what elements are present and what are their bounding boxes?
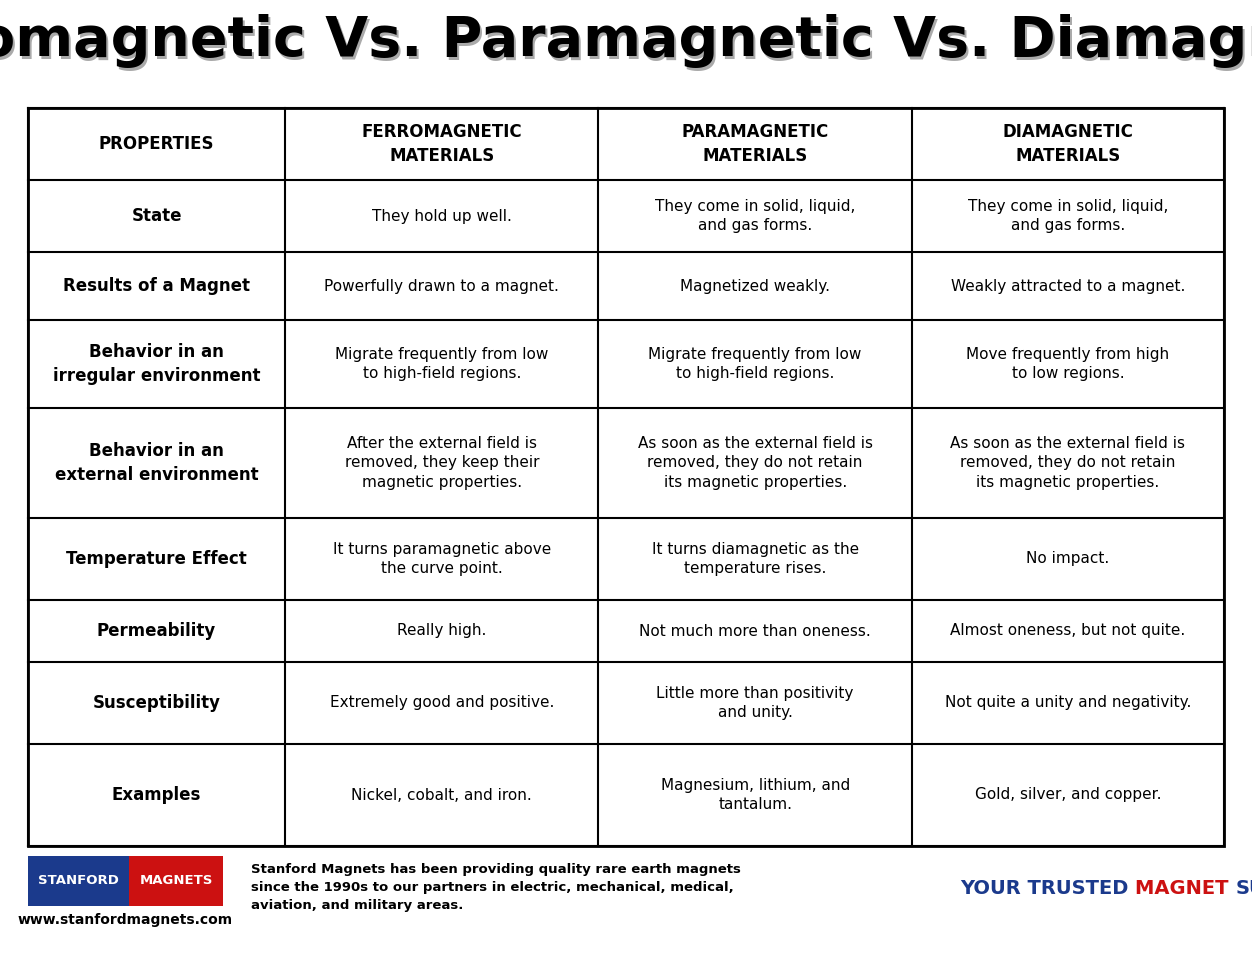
Text: Nickel, cobalt, and iron.: Nickel, cobalt, and iron. [352, 787, 532, 803]
Bar [28, 856, 129, 906]
Text: Migrate frequently from low
to high-field regions.: Migrate frequently from low to high-fiel… [336, 347, 548, 382]
Text: Magnesium, lithium, and
tantalum.: Magnesium, lithium, and tantalum. [661, 778, 850, 812]
Text: Extremely good and positive.: Extremely good and positive. [329, 696, 553, 711]
Text: Really high.: Really high. [397, 623, 487, 639]
Text: Stanford Magnets has been providing quality rare earth magnets
since the 1990s t: Stanford Magnets has been providing qual… [250, 864, 741, 913]
Bar [129, 856, 223, 906]
Text: Gold, silver, and copper.: Gold, silver, and copper. [974, 787, 1161, 803]
Text: Migrate frequently from low
to high-field regions.: Migrate frequently from low to high-fiel… [649, 347, 861, 382]
Text: www.stanfordmagnets.com: www.stanfordmagnets.com [18, 913, 233, 927]
Text: Almost oneness, but not quite.: Almost oneness, but not quite. [950, 623, 1186, 639]
Text: MAGNET: MAGNET [1136, 878, 1236, 897]
Text: After the external field is
removed, they keep their
magnetic properties.: After the external field is removed, the… [344, 436, 540, 491]
Text: State: State [131, 207, 182, 225]
Text: They come in solid, liquid,
and gas forms.: They come in solid, liquid, and gas form… [968, 199, 1168, 234]
Text: Ferromagnetic Vs. Paramagnetic Vs. Diamagnetic: Ferromagnetic Vs. Paramagnetic Vs. Diama… [0, 17, 1252, 71]
Text: They hold up well.: They hold up well. [372, 209, 512, 223]
Text: Ferromagnetic Vs. Paramagnetic Vs. Diamagnetic: Ferromagnetic Vs. Paramagnetic Vs. Diama… [0, 14, 1252, 68]
Text: Susceptibility: Susceptibility [93, 694, 220, 712]
Text: Not quite a unity and negativity.: Not quite a unity and negativity. [945, 696, 1191, 711]
Text: Behavior in an
external environment: Behavior in an external environment [55, 442, 258, 484]
Text: As soon as the external field is
removed, they do not retain
its magnetic proper: As soon as the external field is removed… [950, 436, 1186, 491]
Text: DIAMAGNETIC
MATERIALS: DIAMAGNETIC MATERIALS [1003, 124, 1133, 165]
Text: STANFORD: STANFORD [39, 874, 119, 888]
Text: PARAMAGNETIC
MATERIALS: PARAMAGNETIC MATERIALS [681, 124, 829, 165]
Bar [28, 108, 1224, 846]
Text: PROPERTIES: PROPERTIES [99, 135, 214, 153]
Text: SUPPLIER: SUPPLIER [1236, 878, 1252, 897]
Text: MAGNETS: MAGNETS [139, 874, 213, 888]
Text: Not much more than oneness.: Not much more than oneness. [640, 623, 871, 639]
Text: It turns paramagnetic above
the curve point.: It turns paramagnetic above the curve po… [333, 542, 551, 577]
Text: Weakly attracted to a magnet.: Weakly attracted to a magnet. [950, 278, 1186, 294]
Text: Little more than positivity
and unity.: Little more than positivity and unity. [656, 686, 854, 721]
Text: Magnetized weakly.: Magnetized weakly. [680, 278, 830, 294]
Text: Move frequently from high
to low regions.: Move frequently from high to low regions… [967, 347, 1169, 382]
Text: Results of a Magnet: Results of a Magnet [63, 277, 250, 295]
Text: Powerfully drawn to a magnet.: Powerfully drawn to a magnet. [324, 278, 560, 294]
Text: FERROMAGNETIC
MATERIALS: FERROMAGNETIC MATERIALS [362, 124, 522, 165]
Text: As soon as the external field is
removed, they do not retain
its magnetic proper: As soon as the external field is removed… [637, 436, 873, 491]
Text: No impact.: No impact. [1027, 552, 1109, 566]
Text: It turns diamagnetic as the
temperature rises.: It turns diamagnetic as the temperature … [651, 542, 859, 577]
Text: Permeability: Permeability [96, 622, 217, 640]
Text: YOUR TRUSTED: YOUR TRUSTED [960, 878, 1136, 897]
Text: Temperature Effect: Temperature Effect [66, 550, 247, 568]
Text: Examples: Examples [111, 786, 202, 804]
Text: Behavior in an
irregular environment: Behavior in an irregular environment [53, 343, 260, 384]
Text: They come in solid, liquid,
and gas forms.: They come in solid, liquid, and gas form… [655, 199, 855, 234]
